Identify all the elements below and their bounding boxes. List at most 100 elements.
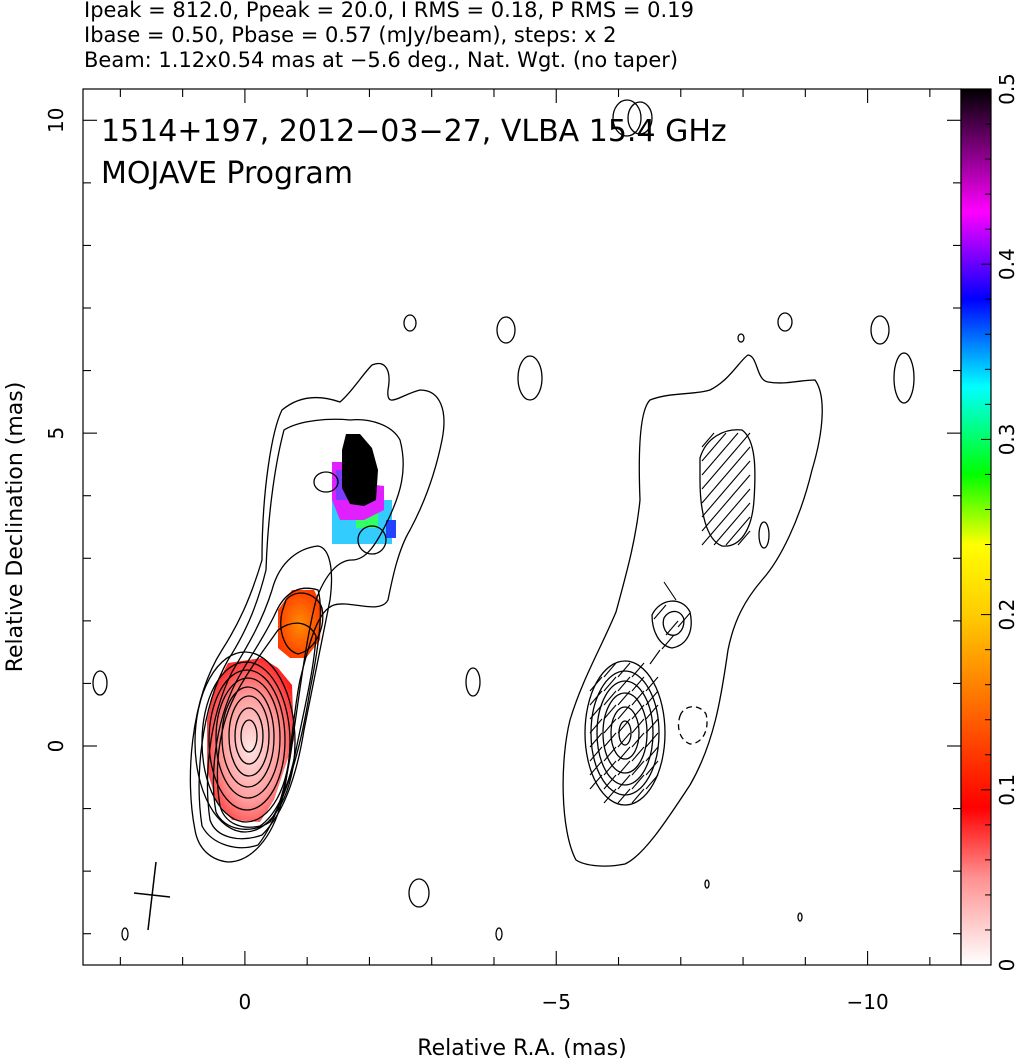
core-contour-4 bbox=[215, 677, 281, 799]
evpa-tick bbox=[645, 774, 659, 790]
evpa-tick bbox=[631, 746, 645, 762]
evpa-tick bbox=[617, 746, 631, 762]
core-contour-7 bbox=[234, 707, 264, 765]
evpa-tick bbox=[645, 704, 659, 720]
evpa-tick bbox=[603, 774, 617, 790]
noise-contour-7 bbox=[121, 927, 129, 941]
evpa-tick bbox=[737, 488, 751, 504]
polarized-peak-contour-1 bbox=[584, 660, 666, 806]
evpa-tick bbox=[701, 432, 715, 448]
axis-tick-labels: 0 −5 −10 0 5 10 bbox=[44, 108, 889, 1014]
polarized-noise-contour-1 bbox=[777, 312, 793, 332]
colorbar: 0 0.1 0.2 0.3 0.4 0.5 bbox=[960, 73, 1019, 971]
evpa-tick bbox=[737, 432, 751, 448]
polarized-noise-contour-8 bbox=[627, 101, 653, 135]
jet-contour-small-2 bbox=[357, 525, 387, 555]
knot-contour bbox=[280, 592, 324, 655]
plot-frame bbox=[82, 88, 962, 966]
evpa-tick bbox=[725, 530, 739, 546]
polarized-peak-contour-5 bbox=[610, 706, 640, 760]
evpa-tick bbox=[589, 760, 603, 776]
noise-contour-2 bbox=[403, 314, 417, 332]
evpa-tick bbox=[725, 488, 739, 504]
evpa-tick bbox=[725, 432, 739, 448]
evpa-tick bbox=[631, 676, 645, 692]
evpa-tick bbox=[645, 676, 659, 692]
contour-5 bbox=[216, 622, 317, 828]
evpa-tick bbox=[665, 620, 679, 636]
colorbar-tick-label: 0.1 bbox=[995, 774, 1019, 806]
evpa-tick bbox=[603, 676, 617, 692]
evpa-tick bbox=[677, 612, 691, 628]
evpa-tick bbox=[645, 732, 659, 748]
evpa-tick bbox=[617, 704, 631, 720]
evpa-tick bbox=[589, 774, 603, 790]
evpa-tick bbox=[661, 634, 675, 650]
evpa-tick bbox=[725, 516, 739, 532]
evpa-tick bbox=[645, 718, 659, 734]
evpa-tick bbox=[589, 746, 603, 762]
evpa-tick bbox=[603, 690, 617, 706]
evpa-tick bbox=[701, 446, 715, 462]
evpa-tick bbox=[631, 690, 645, 706]
y-axis-title: Relative Declination (mas) bbox=[3, 382, 28, 673]
evpa-tick bbox=[603, 760, 617, 776]
colorbar-fill bbox=[960, 88, 992, 966]
evpa-tick bbox=[631, 662, 645, 678]
evpa-tick bbox=[617, 732, 631, 748]
noise-contour-9 bbox=[612, 99, 642, 137]
contour-4 bbox=[212, 587, 322, 830]
evpa-tick bbox=[713, 446, 727, 462]
total-intensity-contours bbox=[92, 99, 642, 941]
evpa-tick bbox=[701, 516, 715, 532]
negative-contour bbox=[677, 706, 708, 745]
evpa-tick bbox=[617, 760, 631, 776]
noise-contour-8 bbox=[495, 927, 503, 941]
outer-contour bbox=[189, 363, 445, 863]
colorbar-ticks bbox=[981, 88, 991, 966]
evpa-tick bbox=[701, 474, 715, 490]
evpa-tick bbox=[603, 746, 617, 762]
y-tick-label: 10 bbox=[44, 108, 68, 133]
core-contour-6 bbox=[228, 695, 270, 777]
polarized-noise-contour-4 bbox=[737, 333, 745, 343]
evpa-tick bbox=[631, 774, 645, 790]
polarized-intensity-contours bbox=[562, 101, 915, 922]
evpa-tick bbox=[737, 502, 751, 518]
polarized-noise-contour-7 bbox=[797, 912, 803, 922]
x-axis-title: Relative R.A. (mas) bbox=[417, 1036, 626, 1061]
evpa-tick bbox=[589, 718, 603, 734]
core-contour-2 bbox=[201, 661, 291, 823]
evpa-tick bbox=[603, 704, 617, 720]
noise-contour-6 bbox=[408, 878, 430, 908]
evpa-tick bbox=[725, 502, 739, 518]
evpa-tick bbox=[701, 488, 715, 504]
colorbar-tick-label: 0.2 bbox=[995, 599, 1019, 631]
jet-contour-small-1 bbox=[313, 471, 339, 493]
chart-title: 1514+197, 2012−03−27, VLBA 15.4 GHz bbox=[101, 114, 727, 149]
evpa-tick bbox=[725, 446, 739, 462]
evpa-tick bbox=[713, 516, 727, 532]
evpa-region-contour bbox=[699, 429, 756, 547]
jet-polarization-patch-black bbox=[342, 434, 378, 506]
jet-polarization-patch-blue bbox=[386, 520, 396, 538]
core-contour-3 bbox=[208, 669, 286, 811]
chart-subtitle: MOJAVE Program bbox=[101, 156, 353, 191]
polarized-noise-contour-3 bbox=[893, 352, 915, 404]
evpa-tick bbox=[663, 581, 677, 601]
evpa-tick bbox=[713, 502, 727, 518]
contour-2 bbox=[198, 418, 404, 849]
evpa-tick bbox=[737, 460, 751, 476]
polarized-noise-contour-5 bbox=[758, 521, 770, 549]
evpa-ticks bbox=[589, 432, 751, 804]
evpa-tick bbox=[603, 662, 617, 678]
evpa-tick bbox=[617, 788, 631, 804]
polarized-outer-contour bbox=[562, 354, 823, 867]
evpa-tick bbox=[713, 460, 727, 476]
evpa-tick bbox=[603, 732, 617, 748]
evpa-tick bbox=[701, 460, 715, 476]
noise-contour-4 bbox=[517, 355, 543, 401]
evpa-tick bbox=[737, 446, 751, 462]
evpa-tick bbox=[617, 676, 631, 692]
evpa-tick bbox=[701, 502, 715, 518]
